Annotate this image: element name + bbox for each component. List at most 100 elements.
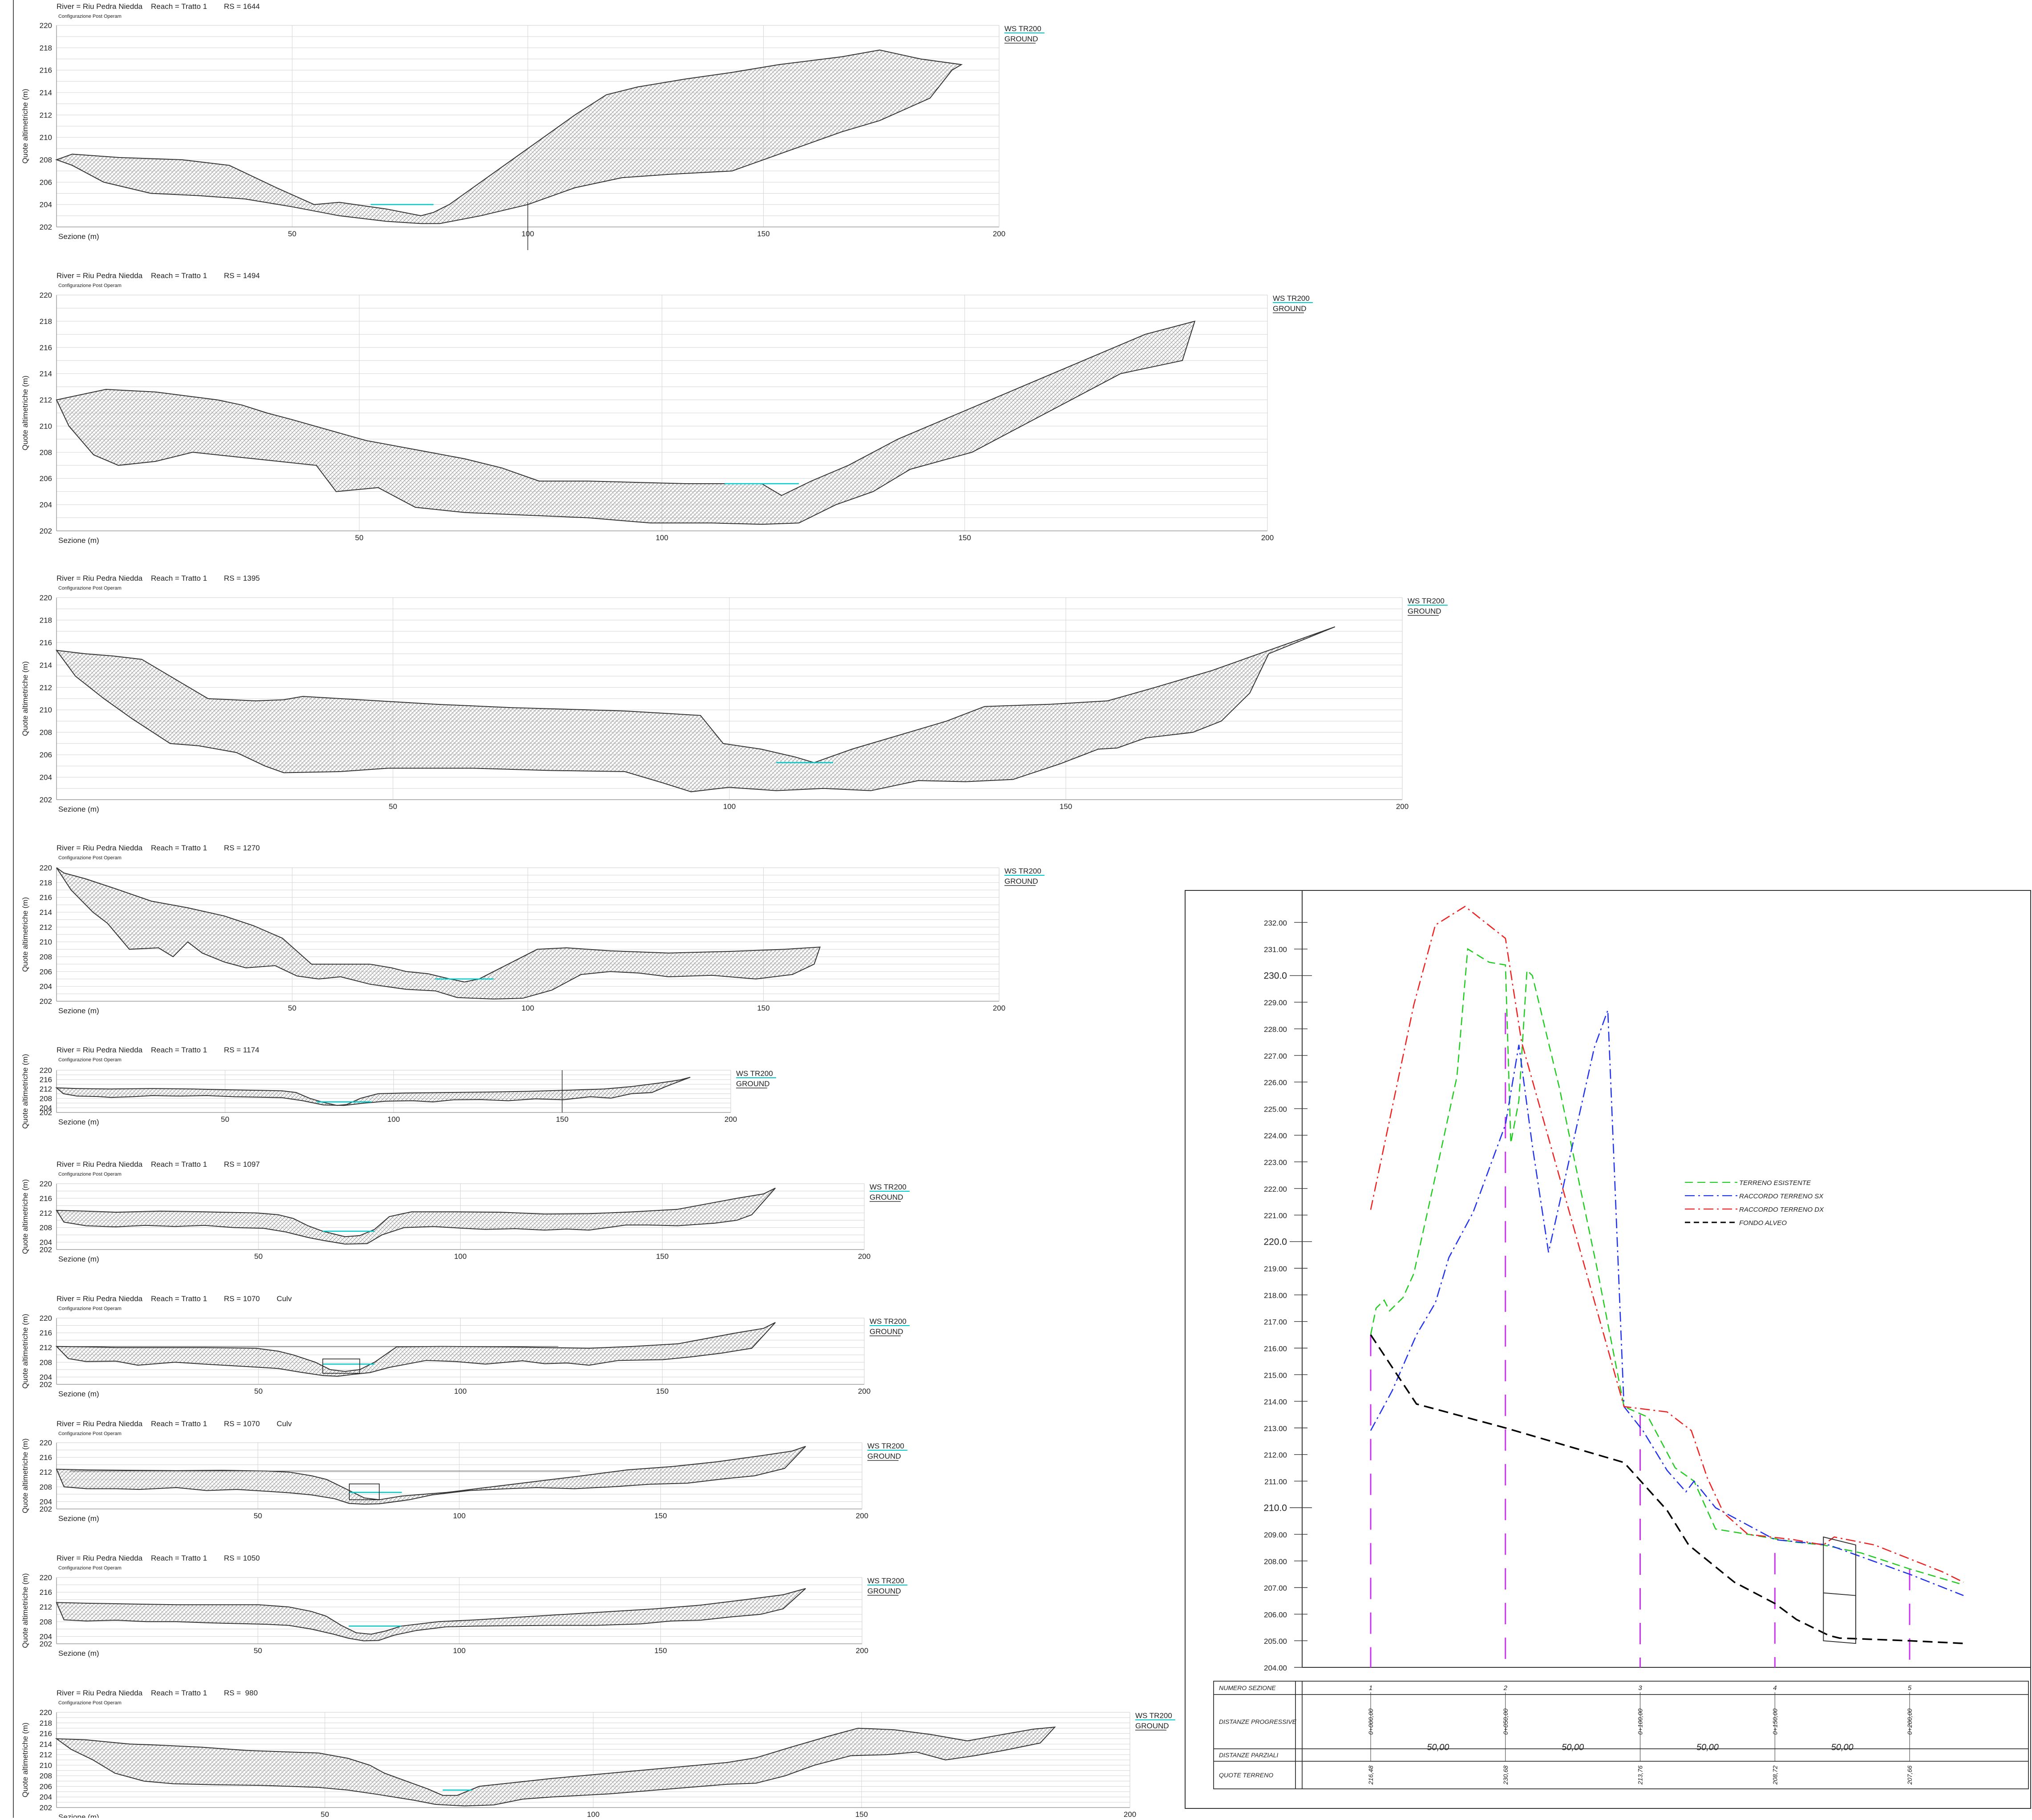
legend-ground: GROUND	[870, 1193, 903, 1201]
y-tick-label: 216	[40, 1194, 52, 1203]
section-subtitle: Configurazione Post Operam	[58, 586, 121, 591]
x-axis-title: Sezione (m)	[58, 536, 99, 545]
y-tick-label: 212	[40, 1603, 52, 1611]
y-tick-label: 220	[40, 1314, 52, 1323]
y-tick-label: 202	[40, 1246, 52, 1254]
y-tick-label: 210	[40, 938, 52, 946]
section-title: River = Riu Pedra Niedda Reach = Tratto …	[57, 1420, 292, 1428]
y-tick-label: 204	[40, 201, 52, 209]
y-tick-label: 206	[40, 967, 52, 976]
ground-band	[56, 1188, 776, 1245]
profile-y-tick-label: 209.00	[1264, 1531, 1287, 1539]
y-tick-label: 202	[40, 1640, 52, 1648]
profile-y-tick-label: 219.00	[1264, 1265, 1287, 1273]
y-tick-label: 220	[40, 864, 52, 872]
y-tick-label: 208	[40, 1483, 52, 1491]
profile-y-tick-label: 213.00	[1264, 1424, 1287, 1433]
y-tick-label: 204	[40, 1238, 52, 1247]
profile-y-tick-label: 217.00	[1264, 1318, 1287, 1327]
profile-y-tick-label: 232.00	[1264, 919, 1287, 927]
y-tick-label: 206	[40, 178, 52, 186]
x-tick-label: 100	[387, 1115, 400, 1124]
ground-band	[55, 1076, 691, 1106]
y-tick-label: 212	[40, 396, 52, 404]
y-tick-label: 202	[40, 1505, 52, 1513]
ground-band	[55, 1727, 1056, 1807]
y-tick-label: 220	[40, 1180, 52, 1188]
y-tick-label: 204	[40, 501, 52, 509]
y-tick-label: 216	[40, 894, 52, 902]
y-tick-label: 212	[40, 1209, 52, 1217]
profile-y-tick-label: 212.00	[1264, 1451, 1287, 1460]
y-tick-label: 212	[40, 1468, 52, 1476]
y-tick-label: 220	[40, 1573, 52, 1582]
legend-ground: GROUND	[736, 1080, 770, 1088]
x-tick-label: 100	[723, 802, 736, 811]
ground-band	[55, 49, 963, 224]
x-tick-label: 200	[1396, 802, 1409, 811]
table-ground-elevation: 207,66	[1906, 1765, 1913, 1785]
x-axis-title: Sezione (m)	[58, 232, 99, 241]
y-tick-label: 204	[40, 1104, 52, 1112]
table-ground-elevation: 208,72	[1771, 1765, 1778, 1785]
table-section-number: 4	[1773, 1684, 1777, 1692]
section-title: River = Riu Pedra Niedda Reach = Tratto …	[57, 574, 260, 582]
profile-y-tick-label: 218.00	[1264, 1291, 1287, 1300]
profile-y-tick-label: 206.00	[1264, 1610, 1287, 1619]
legend-ws: WS TR200	[867, 1577, 904, 1585]
section-subtitle: Configurazione Post Operam	[58, 1172, 121, 1177]
y-axis-title: Quote altimetriche (m)	[21, 1314, 29, 1388]
ground-band	[56, 1588, 806, 1642]
y-tick-label: 216	[40, 1730, 52, 1738]
x-tick-label: 50	[288, 230, 296, 238]
section-subtitle: Configurazione Post Operam	[58, 1565, 121, 1571]
cross-section-5: River = Riu Pedra Niedda Reach = Tratto …	[21, 1046, 776, 1129]
profile-y-tick-label: 231.00	[1264, 946, 1287, 954]
y-tick-label: 210	[40, 1761, 52, 1770]
section-title: River = Riu Pedra Niedda Reach = Tratto …	[57, 844, 260, 852]
y-axis-title: Quote altimetriche (m)	[21, 1179, 29, 1254]
legend-label: RACCORDO TERRENO DX	[1739, 1206, 1824, 1213]
cross-section-3: River = Riu Pedra Niedda Reach = Tratto …	[21, 574, 1448, 813]
y-tick-label: 204	[40, 983, 52, 991]
y-tick-label: 202	[40, 1804, 52, 1812]
y-tick-label: 204	[40, 773, 52, 782]
table-section-number: 1	[1369, 1684, 1372, 1692]
cross-section-1: River = Riu Pedra Niedda Reach = Tratto …	[21, 2, 1044, 250]
y-tick-label: 218	[40, 878, 52, 887]
ground-band	[55, 1322, 776, 1377]
table-ground-elevation: 213,76	[1637, 1765, 1644, 1785]
profile-y-tick-label: 207.00	[1264, 1584, 1287, 1593]
table-partial-distance: 50,00	[1427, 1743, 1449, 1752]
profile-y-tick-label: 215.00	[1264, 1371, 1287, 1379]
y-tick-label: 208	[40, 953, 52, 961]
legend-ground: GROUND	[1408, 607, 1441, 615]
legend-ws: WS TR200	[1408, 597, 1445, 605]
profile-y-tick-label: 220.0	[1263, 1237, 1287, 1247]
section-title: River = Riu Pedra Niedda Reach = Tratto …	[57, 1554, 260, 1562]
y-axis-title: Quote altimetriche (m)	[21, 897, 29, 972]
y-tick-label: 202	[40, 527, 52, 535]
x-tick-label: 150	[757, 1004, 769, 1012]
legend-ground: GROUND	[1135, 1722, 1169, 1730]
x-tick-label: 150	[959, 534, 971, 542]
x-tick-label: 200	[1124, 1810, 1136, 1818]
x-tick-label: 100	[453, 1646, 465, 1655]
y-tick-label: 218	[40, 44, 52, 52]
section-subtitle: Configurazione Post Operam	[58, 1057, 121, 1063]
x-axis-title: Sezione (m)	[58, 1255, 99, 1263]
y-tick-label: 214	[40, 661, 52, 669]
x-tick-label: 150	[855, 1810, 868, 1818]
section-subtitle: Configurazione Post Operam	[58, 1700, 121, 1706]
y-tick-label: 206	[40, 1782, 52, 1791]
y-tick-label: 220	[40, 291, 52, 299]
x-tick-label: 150	[656, 1252, 668, 1261]
y-tick-label: 216	[40, 1076, 52, 1084]
x-tick-label: 150	[757, 230, 769, 238]
y-tick-label: 214	[40, 1740, 52, 1748]
table-section-number: 5	[1908, 1684, 1912, 1692]
y-tick-label: 208	[40, 1224, 52, 1232]
y-tick-label: 208	[40, 1094, 52, 1103]
section-title: River = Riu Pedra Niedda Reach = Tratto …	[57, 1046, 259, 1054]
